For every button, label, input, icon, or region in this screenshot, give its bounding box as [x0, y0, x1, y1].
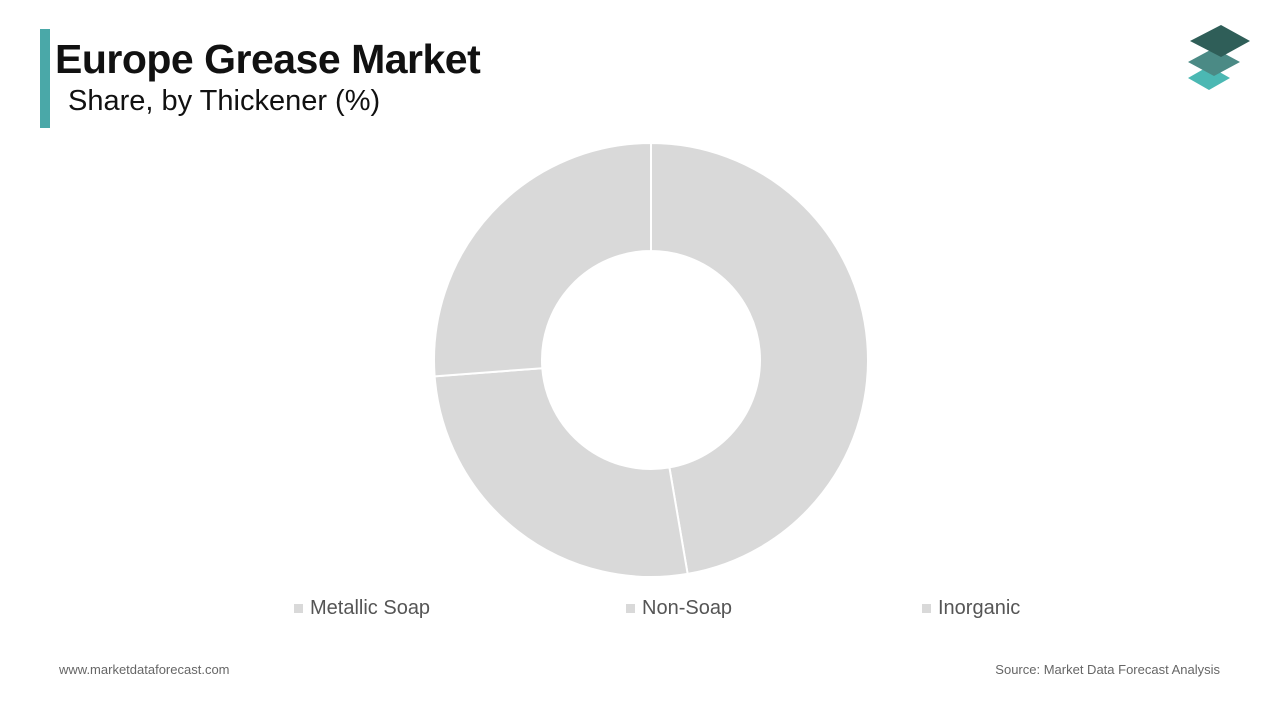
donut-slice-inorganic	[433, 141, 652, 378]
chart-title: Europe Grease Market	[55, 36, 481, 82]
chart-subtitle: Share, by Thickener (%)	[68, 85, 381, 117]
legend-label: Inorganic	[938, 596, 1021, 619]
legend-swatch	[294, 603, 303, 613]
legend-swatch	[626, 603, 635, 613]
logo-layer-top	[1190, 25, 1250, 57]
title-accent-bar	[40, 29, 50, 128]
donut-slice-non-soap	[433, 367, 689, 578]
logo-layer-middle	[1188, 48, 1240, 76]
legend-item-inorganic: Inorganic	[922, 595, 1020, 621]
footer-website: www.marketdataforecast.com	[59, 662, 230, 677]
legend-item-non-soap: Non-Soap	[626, 595, 732, 621]
legend-item-metallic-soap: Metallic Soap	[294, 595, 430, 621]
legend-swatch	[922, 603, 931, 613]
stacked-layers-icon	[1188, 25, 1250, 90]
footer-source: Source: Market Data Forecast Analysis	[995, 662, 1220, 677]
legend-label: Metallic Soap	[310, 596, 431, 619]
donut-slice-metallic-soap	[650, 141, 870, 576]
legend-label: Non-Soap	[642, 596, 733, 619]
